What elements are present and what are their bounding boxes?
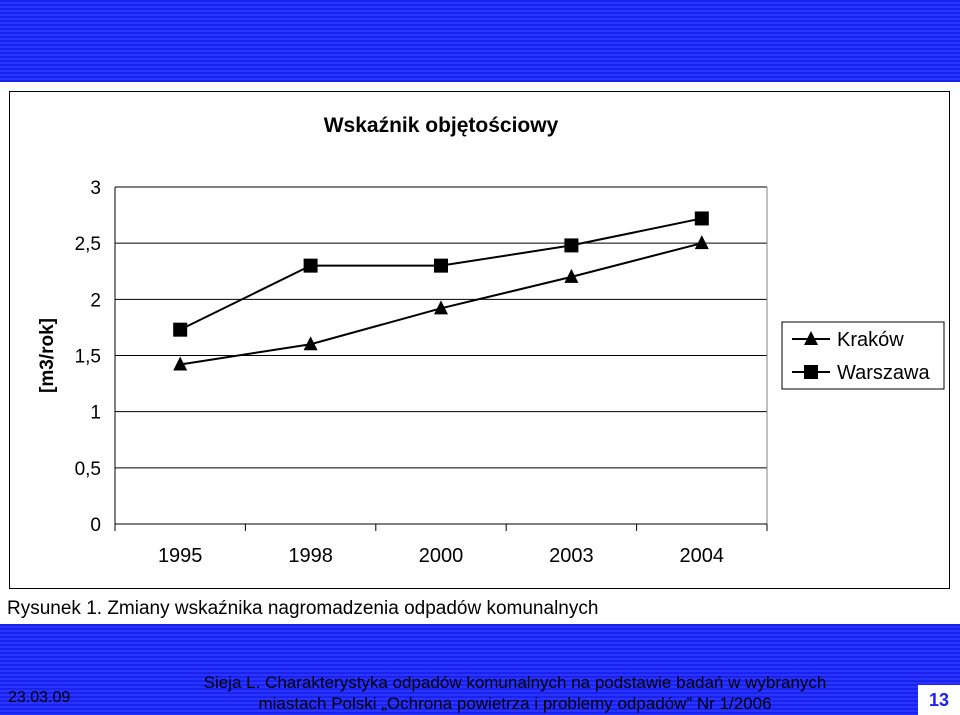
- footer-reference: Sieja L. Charakterystyka odpadów komunal…: [140, 672, 890, 714]
- page-number: 13: [918, 685, 960, 715]
- data-point-krakow: [173, 356, 188, 371]
- y-tick-label: 1,5: [75, 347, 101, 368]
- chart-title: Wskaźnik objętościowy: [324, 114, 559, 137]
- footer-reference-line2: miastach Polski „Ochrona powietrza i pro…: [258, 694, 772, 713]
- data-point-warszawa: [434, 258, 448, 273]
- legend-label-krakow: Kraków: [837, 329, 904, 351]
- y-tick-label: 1: [90, 403, 101, 424]
- footer-reference-line1: Sieja L. Charakterystyka odpadów komunal…: [203, 673, 827, 692]
- footer-band: [0, 624, 960, 715]
- data-point-warszawa: [694, 211, 709, 226]
- y-axis-label: [m3/rok]: [37, 318, 58, 393]
- x-tick-label: 2000: [419, 545, 464, 567]
- data-point-krakow: [434, 300, 448, 315]
- data-point-warszawa: [173, 322, 188, 337]
- y-tick-label: 2: [90, 290, 101, 311]
- y-tick-label: 0,5: [75, 459, 101, 480]
- y-tick-label: 2,5: [75, 234, 101, 255]
- data-point-krakow: [694, 235, 709, 250]
- data-point-krakow: [303, 336, 318, 351]
- chart-figure: Wskaźnik objętościowy 0 0,5 1 1,5 2 2,5 3 1995 19…: [9, 91, 950, 589]
- legend-marker-krakow: [804, 331, 818, 345]
- x-tick-label: 2004: [680, 545, 725, 567]
- chart-svg: Wskaźnik objętościowy 0 0,5 1 1,5 2 2,5 3 1995 19…: [37, 114, 945, 567]
- figure-caption: Rysunek 1. Zmiany wskaźnika nagromadzeni…: [7, 598, 599, 619]
- legend-marker-warszawa: [804, 365, 818, 379]
- legend-label-warszawa: Warszawa: [837, 362, 930, 384]
- x-tick-label: 2003: [549, 545, 594, 567]
- y-tick-label: 0: [90, 515, 101, 536]
- y-tick-label: 3: [90, 178, 101, 199]
- header-band: [0, 0, 960, 82]
- footer-date: 23.03.09: [8, 689, 71, 706]
- data-point-warszawa: [303, 258, 318, 273]
- data-point-krakow: [564, 268, 579, 283]
- x-tick-label: 1995: [158, 545, 203, 567]
- data-point-warszawa: [564, 238, 579, 253]
- x-tick-label: 1998: [288, 545, 333, 567]
